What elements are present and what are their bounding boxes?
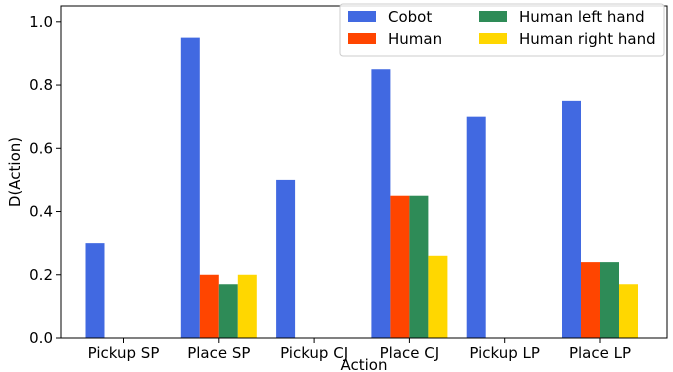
x-tick-label: Place LP [569,344,631,362]
bars-group [85,37,638,339]
legend-swatch-human-right-hand [479,33,507,44]
bar-cobot-pickup-sp [85,243,105,338]
bar-cobot-pickup-cj [276,179,296,338]
y-tick-label: 0.2 [29,266,53,284]
legend-box [339,3,665,57]
bar-human-left-hand-place-cj [409,195,429,338]
x-tick-label: Place SP [187,344,250,362]
bar-human-left-hand-place-lp [600,262,619,338]
legend-label: Human [388,30,442,48]
bar-cobot-pickup-lp [466,116,486,339]
legend-swatch-cobot [348,11,376,22]
legend-swatch-human-left-hand [479,11,507,22]
x-tick-label: Pickup CJ [280,344,348,362]
bar-cobot-place-lp [562,100,581,338]
bar-cobot-place-cj [371,69,391,338]
x-tick-label: Pickup SP [88,344,160,362]
bar-human-place-sp [199,274,219,338]
legend-label: Human right hand [519,30,656,48]
bar-cobot-place-sp [180,37,200,338]
y-axis-ticks: 0.0 0.2 0.4 0.6 0.8 1.0 [29,13,61,347]
legend-label: Human left hand [519,8,645,26]
bar-human-place-lp [581,262,600,338]
y-tick-label: 1.0 [29,13,53,31]
bar-human-left-hand-place-sp [218,284,238,338]
y-axis-label: D(Action) [6,137,24,207]
bar-human-place-cj [390,195,410,338]
bar-human-right-hand-place-sp [237,274,257,338]
bar-human-right-hand-place-lp [619,284,638,338]
x-axis-label: Action [341,356,388,372]
y-tick-label: 0.8 [29,76,53,94]
legend: Cobot Human Human left hand Human right han… [339,3,665,57]
legend-label: Cobot [388,8,432,26]
x-tick-label: Place CJ [380,344,440,362]
legend-swatch-human [348,33,376,44]
y-tick-label: 0.4 [29,203,53,221]
bar-human-right-hand-place-cj [428,255,448,338]
y-tick-label: 0.6 [29,139,53,157]
y-tick-label: 0.0 [29,329,53,347]
x-tick-label: Pickup LP [469,344,540,362]
x-axis-ticks: Pickup SP Place SP Pickup CJ Place CJ Pickup… [88,338,631,362]
